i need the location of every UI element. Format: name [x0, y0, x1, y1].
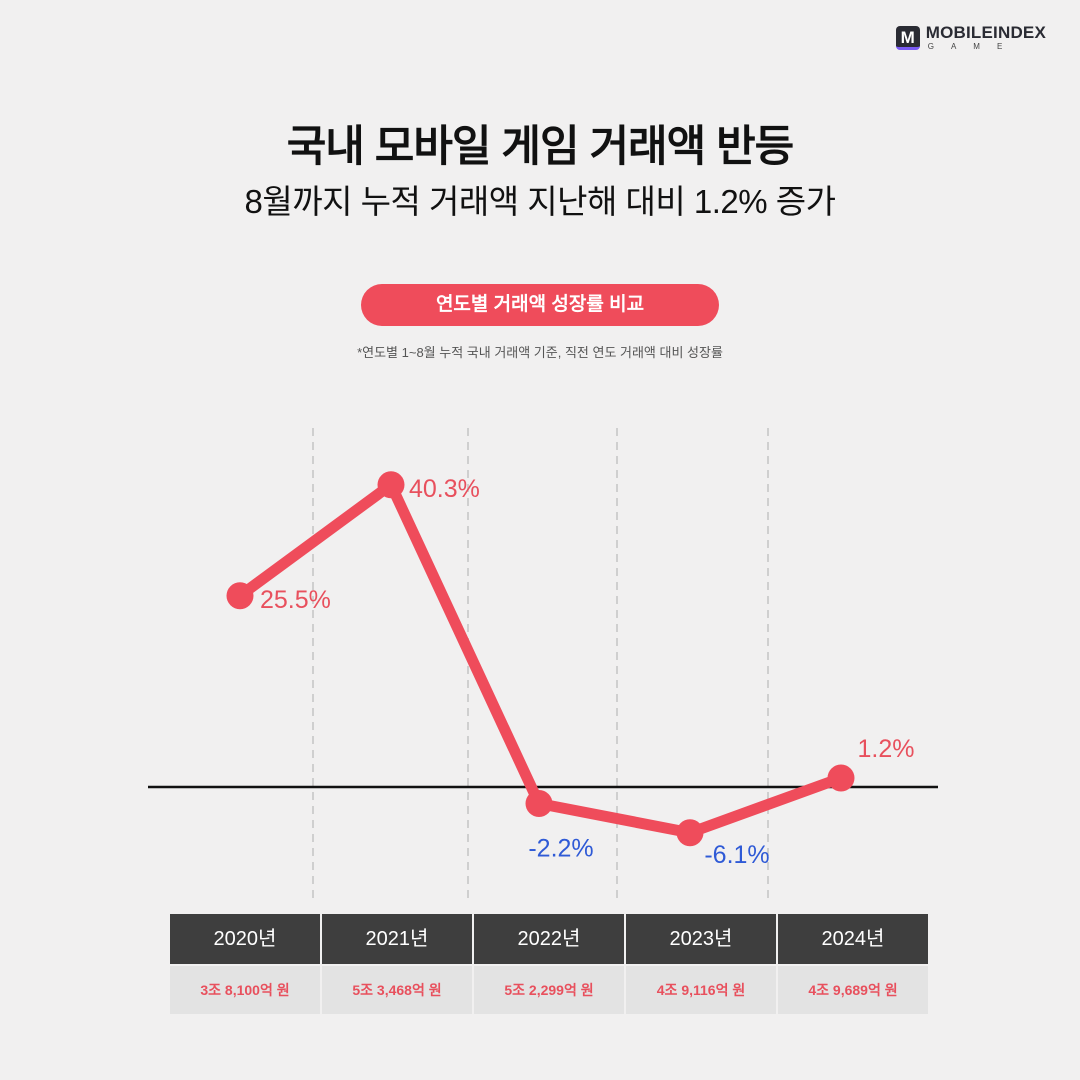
year-label: 2021년 [322, 914, 472, 964]
table-column: 2020년 3조 8,100억 원 [170, 914, 320, 1014]
year-label: 2020년 [170, 914, 320, 964]
year-label: 2022년 [474, 914, 624, 964]
amount-value: 3조 8,100억 원 [170, 966, 320, 1014]
data-label-2023년: -6.1% [704, 841, 769, 869]
data-point-2024년 [827, 764, 855, 792]
amount-value: 5조 3,468억 원 [322, 966, 472, 1014]
data-point-2020년 [226, 582, 254, 610]
page-subtitle: 8월까지 누적 거래액 지난해 대비 1.2% 증가 [244, 183, 836, 220]
growth-series-line [234, 479, 847, 839]
year-amount-table: 2020년 3조 8,100억 원 2021년 5조 3,468억 원 2022년 5조 … [170, 914, 928, 1014]
table-column: 2021년 5조 3,468억 원 [322, 914, 472, 1014]
table-column: 2024년 4조 9,689억 원 [778, 914, 928, 1014]
logo-sub: GAME [927, 42, 1020, 51]
data-point-2022년 [525, 790, 553, 817]
logo-text: MOBILEINDEX GAME [926, 24, 1046, 51]
amount-value: 4조 9,116억 원 [626, 966, 776, 1014]
year-label: 2023년 [626, 914, 776, 964]
data-label-2022년: -2.2% [528, 835, 593, 863]
page-title: 국내 모바일 게임 거래액 반등 [286, 123, 795, 171]
data-label-2020년: 25.5% [260, 586, 331, 614]
logo-name: MOBILEINDEX [925, 23, 1046, 42]
data-point-2021년 [377, 471, 405, 499]
logo-mark-icon: M [895, 25, 920, 50]
amount-value: 4조 9,689억 원 [778, 966, 928, 1014]
data-label-2024년: 1.2% [858, 735, 915, 763]
chart-footnote: *연도별 1~8월 누적 국내 거래액 기준, 직전 연도 거래액 대비 성장률 [357, 345, 723, 360]
amount-value: 5조 2,299억 원 [474, 966, 624, 1014]
table-column: 2023년 4조 9,116억 원 [626, 914, 776, 1014]
table-column: 2022년 5조 2,299억 원 [474, 914, 624, 1014]
chart-title-pill: 연도별 거래액 성장률 비교 [361, 284, 719, 326]
mobileindex-logo: M MOBILEINDEX GAME [895, 24, 1046, 51]
data-label-2021년: 40.3% [409, 475, 480, 503]
year-label: 2024년 [778, 914, 928, 964]
data-point-2023년 [676, 819, 704, 847]
growth-line-chart: 25.5% 40.3% -2.2% -6.1% 1.2% [148, 428, 938, 898]
